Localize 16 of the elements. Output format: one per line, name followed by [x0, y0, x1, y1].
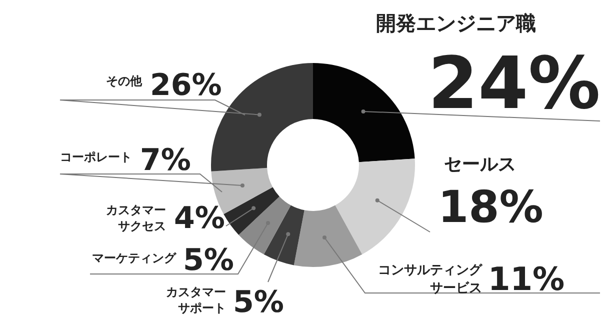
data-label: 26%	[150, 68, 222, 103]
data-label: 24%	[428, 41, 600, 125]
data-label: 4%	[174, 201, 225, 236]
data-label: 5%	[183, 243, 234, 278]
slice-label: カスタマーサクセス	[106, 203, 166, 233]
slice-label: コーポレート	[60, 150, 132, 164]
slice-label: 開発エンジニア職	[376, 11, 536, 35]
data-label: 5%	[233, 285, 284, 320]
data-label: 11%	[488, 260, 565, 298]
slice-label: その他	[106, 74, 143, 88]
data-label: 18%	[438, 182, 544, 233]
slice-label: マーケティング	[92, 251, 177, 265]
slice-label: カスタマーサポート	[166, 285, 226, 315]
slice-label: コンサルティングサービス	[378, 263, 483, 296]
slice-label: セールス	[444, 154, 516, 175]
data-label: 7%	[140, 143, 191, 178]
